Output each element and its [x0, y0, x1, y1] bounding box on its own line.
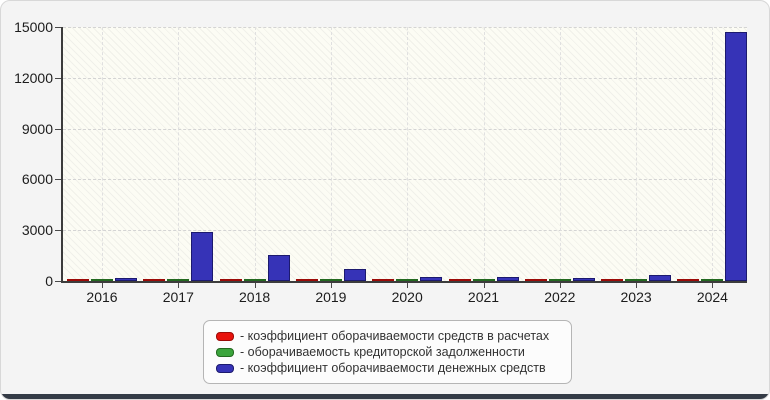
bar-payables-turnover-2017 [167, 279, 190, 281]
bar-payables-turnover-2016 [91, 279, 113, 281]
y-grid-line [63, 128, 747, 130]
y-axis-label: 6000 [21, 171, 53, 188]
x-grid-line [712, 27, 714, 281]
x-grid-line [483, 27, 485, 281]
plot-area [61, 27, 748, 283]
bar-payables-turnover-2024 [701, 279, 724, 281]
x-grid-line [102, 27, 103, 281]
y-axis-tick [55, 27, 61, 28]
x-grid-line [178, 27, 180, 281]
bar-payables-turnover-2021 [472, 279, 495, 281]
x-grid-line [330, 27, 332, 281]
bar-payables-turnover-2022 [548, 279, 571, 281]
y-axis-label: 3000 [21, 222, 53, 239]
legend: - коэффициент оборачиваемости средств в … [203, 320, 572, 384]
legend-label: - коэффициент оборачиваемости денежных с… [240, 361, 546, 375]
bar-cash-turnover-2020 [420, 277, 443, 281]
y-axis-label: 15000 [14, 19, 53, 35]
legend-item: - коэффициент оборачиваемости денежных с… [216, 360, 559, 376]
bar-cash-turnover-2022 [572, 278, 595, 281]
x-axis-tick [102, 283, 103, 288]
x-grid-line [407, 27, 409, 281]
x-axis-tick [712, 283, 714, 288]
bar-cash-turnover-2021 [496, 277, 519, 281]
bar-receivables-turnover-2019 [295, 279, 318, 281]
x-grid-line [254, 27, 256, 281]
y-grid-line [63, 179, 747, 181]
bar-cash-turnover-2019 [343, 269, 366, 281]
legend-item: - коэффициент оборачиваемости средств в … [216, 328, 559, 344]
bar-receivables-turnover-2017 [143, 279, 166, 281]
x-axis-tick [636, 283, 638, 288]
x-grid-line [559, 27, 561, 281]
legend-swatch-receivables-turnover [216, 331, 234, 341]
legend-swatch-payables-turnover [216, 347, 234, 357]
y-axis-tick [55, 179, 61, 181]
x-axis-tick [407, 283, 409, 288]
y-axis-tick [55, 230, 61, 232]
x-axis-label-2016: 2016 [86, 289, 118, 305]
y-axis-label: 9000 [21, 120, 53, 137]
bottom-edge-strip [1, 394, 769, 399]
legend-label: - коэффициент оборачиваемости средств в … [240, 329, 550, 343]
legend-label: - оборачиваемость кредиторской задолженн… [240, 345, 525, 359]
x-axis-tick [330, 283, 332, 288]
x-axis-tick [178, 283, 180, 288]
bar-payables-turnover-2018 [243, 279, 266, 281]
x-axis-label-2017: 2017 [162, 289, 194, 305]
x-axis-tick [254, 283, 256, 288]
legend-swatch-cash-turnover [216, 363, 234, 373]
y-axis-label: 12000 [14, 69, 53, 86]
y-axis-label: 0 [45, 273, 53, 289]
y-axis-tick [55, 281, 61, 282]
x-axis-label-2020: 2020 [391, 289, 423, 305]
x-axis-label-2024: 2024 [696, 289, 728, 305]
bar-receivables-turnover-2024 [677, 279, 700, 281]
bar-cash-turnover-2023 [649, 275, 672, 281]
bar-cash-turnover-2018 [267, 255, 290, 281]
y-grid-line [63, 230, 747, 232]
bar-receivables-turnover-2016 [67, 279, 89, 281]
x-axis-label-2023: 2023 [620, 289, 652, 305]
y-axis-tick [55, 77, 61, 79]
y-axis-tick [55, 128, 61, 130]
x-axis-tick [559, 283, 561, 288]
x-axis-label-2021: 2021 [467, 289, 500, 305]
bar-payables-turnover-2020 [396, 279, 419, 281]
x-axis-label-2019: 2019 [315, 289, 347, 305]
x-axis-label-2022: 2022 [544, 289, 576, 305]
x-axis-tick [483, 283, 485, 288]
x-axis-label-2018: 2018 [239, 289, 271, 305]
bar-payables-turnover-2019 [319, 279, 342, 281]
bar-receivables-turnover-2023 [601, 279, 624, 281]
bar-receivables-turnover-2022 [524, 279, 547, 281]
bar-payables-turnover-2023 [625, 279, 648, 281]
legend-item: - оборачиваемость кредиторской задолженн… [216, 344, 559, 360]
bar-receivables-turnover-2020 [372, 279, 395, 281]
bar-cash-turnover-2017 [191, 232, 214, 281]
bar-cash-turnover-2024 [725, 32, 748, 281]
y-grid-line [63, 77, 747, 79]
bar-cash-turnover-2016 [115, 278, 137, 281]
x-grid-line [636, 27, 638, 281]
y-grid-line [63, 27, 747, 28]
bar-receivables-turnover-2021 [448, 279, 471, 281]
bar-receivables-turnover-2018 [219, 279, 242, 281]
